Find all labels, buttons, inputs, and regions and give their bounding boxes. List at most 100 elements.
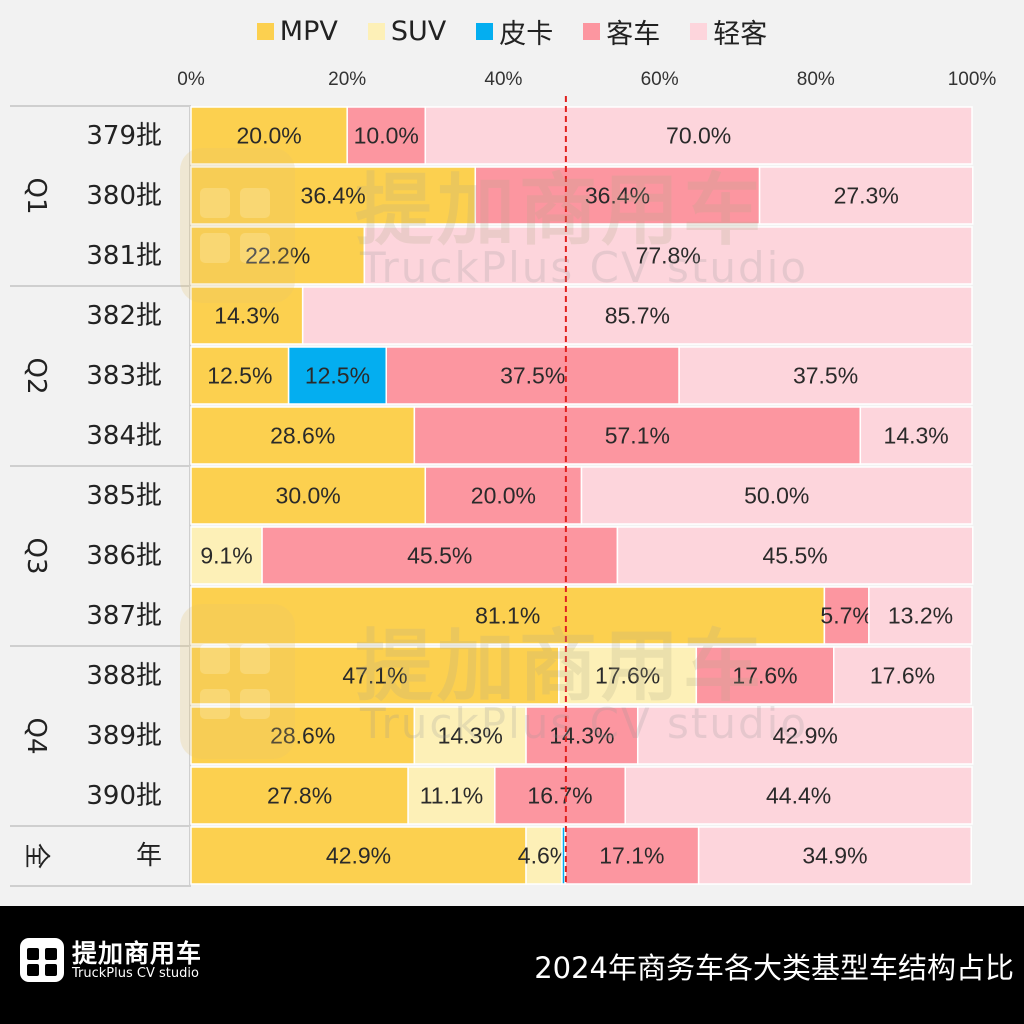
- row-label: 388批: [86, 661, 162, 691]
- data-label: 12.5%: [207, 363, 272, 389]
- data-label: 14.3%: [884, 423, 949, 449]
- bar-segment-3: [261, 526, 619, 585]
- data-label: 37.5%: [793, 363, 858, 389]
- data-label: 20.0%: [471, 483, 536, 509]
- data-label: 9.1%: [200, 543, 252, 569]
- bar-segment-4: [678, 346, 973, 405]
- x-tick-label: 0%: [177, 69, 205, 90]
- data-label: 47.1%: [342, 663, 407, 689]
- bar-segment-4: [833, 646, 972, 705]
- row-label: 380批: [86, 181, 162, 211]
- legend-swatch: [367, 23, 385, 40]
- legend-label: 客车: [606, 19, 661, 50]
- legend-swatch: [690, 23, 708, 40]
- bar-segment-0: [190, 166, 477, 225]
- truckplus-logo-icon: [20, 938, 64, 982]
- bar-segment-4: [697, 826, 972, 885]
- legend-label: SUV: [390, 16, 447, 47]
- data-label: 17.6%: [595, 663, 660, 689]
- bar-segment-1: [190, 526, 263, 585]
- legend-label: MPV: [279, 16, 338, 47]
- bar-segment-0: [190, 346, 290, 405]
- legend-item-pickup: 皮卡: [476, 12, 553, 51]
- legend-swatch: [476, 23, 494, 40]
- data-label: 17.6%: [870, 663, 935, 689]
- data-label: 14.3%: [214, 303, 279, 329]
- data-label: 45.5%: [762, 543, 827, 569]
- bar-segment-3: [823, 586, 870, 645]
- data-label: 27.3%: [834, 183, 899, 209]
- data-label: 45.5%: [407, 543, 472, 569]
- row-label: 384批: [86, 421, 162, 451]
- data-label: 20.0%: [236, 123, 301, 149]
- row-label: 383批: [86, 361, 162, 391]
- data-label: 12.5%: [305, 363, 370, 389]
- bar-segment-0: [190, 286, 304, 345]
- bar-segment-0: [190, 766, 409, 825]
- data-label: 57.1%: [605, 423, 670, 449]
- legend-swatch: [583, 23, 601, 40]
- footer-chart-title: 2024年商务车各大类基型车结构占比: [534, 951, 1014, 985]
- footer-bar: [0, 906, 1024, 1024]
- data-label: 17.1%: [599, 843, 664, 869]
- bar-segment-3: [695, 646, 835, 705]
- data-label: 85.7%: [605, 303, 670, 329]
- bar-segment-0: [190, 406, 416, 465]
- data-label: 42.9%: [326, 843, 391, 869]
- legend-label: 轻客: [713, 19, 768, 50]
- data-label: 10.0%: [354, 123, 419, 149]
- bar-segment-0: [190, 646, 560, 705]
- chart-area: 0% 20% 40% 60% 80% 100% Q1 379批 20.0% 10.0% 70.0% 3…: [0, 12, 1024, 887]
- x-tick-label: 80%: [797, 69, 835, 90]
- legend-swatch: [256, 23, 274, 40]
- legend-label: 皮卡: [499, 19, 554, 50]
- chart-legend: MPV SUV 皮卡 客车 轻客: [0, 12, 1024, 51]
- data-label: 27.8%: [267, 783, 332, 809]
- data-label: 22.2%: [245, 243, 310, 269]
- bar-segment-4: [859, 406, 973, 465]
- bar-segment-4: [424, 106, 973, 165]
- bar-segment-3: [413, 406, 862, 465]
- data-label: 28.6%: [270, 723, 335, 749]
- data-label: 30.0%: [276, 483, 341, 509]
- stacked-bar-chart: 0% 20% 40% 60% 80% 100% Q1 379批 20.0% 10.0% 70.0% 3…: [10, 69, 997, 887]
- bar-segment-4: [616, 526, 974, 585]
- x-tick-label: 60%: [641, 69, 679, 90]
- bar-segment-1: [407, 766, 496, 825]
- row-label: 387批: [86, 601, 162, 631]
- bar-segment-4: [580, 466, 973, 525]
- legend-item-suv: SUV: [367, 12, 447, 51]
- bar-segment-0: [190, 466, 427, 525]
- group-label: 全: [21, 843, 51, 869]
- bar-segment-1: [413, 706, 527, 765]
- bar-segment-4: [363, 226, 973, 285]
- group-label: Q2: [21, 357, 51, 394]
- data-label: 17.6%: [732, 663, 797, 689]
- bar-segment-3: [385, 346, 680, 405]
- data-label: 81.1%: [475, 603, 540, 629]
- data-label: 37.5%: [500, 363, 565, 389]
- data-label: 44.4%: [766, 783, 831, 809]
- legend-item-light-bus: 轻客: [690, 12, 767, 51]
- group-label: Q4: [21, 717, 51, 754]
- bar-segment-0: [190, 106, 348, 165]
- bar-segment-2: [287, 346, 387, 405]
- data-label: 13.2%: [888, 603, 953, 629]
- bar-segment-1: [525, 826, 563, 885]
- footer-brand-cn: 提加商用车: [72, 939, 203, 968]
- data-label: 36.4%: [301, 183, 366, 209]
- bar-segment-3: [346, 106, 427, 165]
- bar-segment-1: [558, 646, 698, 705]
- footer-brand-en: TruckPlus CV studio: [72, 966, 199, 981]
- data-label: 70.0%: [666, 123, 731, 149]
- x-tick-label: 40%: [484, 69, 522, 90]
- data-label: 42.9%: [773, 723, 838, 749]
- data-label: 36.4%: [585, 183, 650, 209]
- bar-segment-4: [636, 706, 974, 765]
- group-label: Q1: [21, 177, 51, 214]
- bar-segment-3: [424, 466, 583, 525]
- bar-segment-4: [624, 766, 973, 825]
- x-tick-label: 100%: [948, 69, 997, 90]
- bar-segment-4: [758, 166, 974, 225]
- data-label: 28.6%: [270, 423, 335, 449]
